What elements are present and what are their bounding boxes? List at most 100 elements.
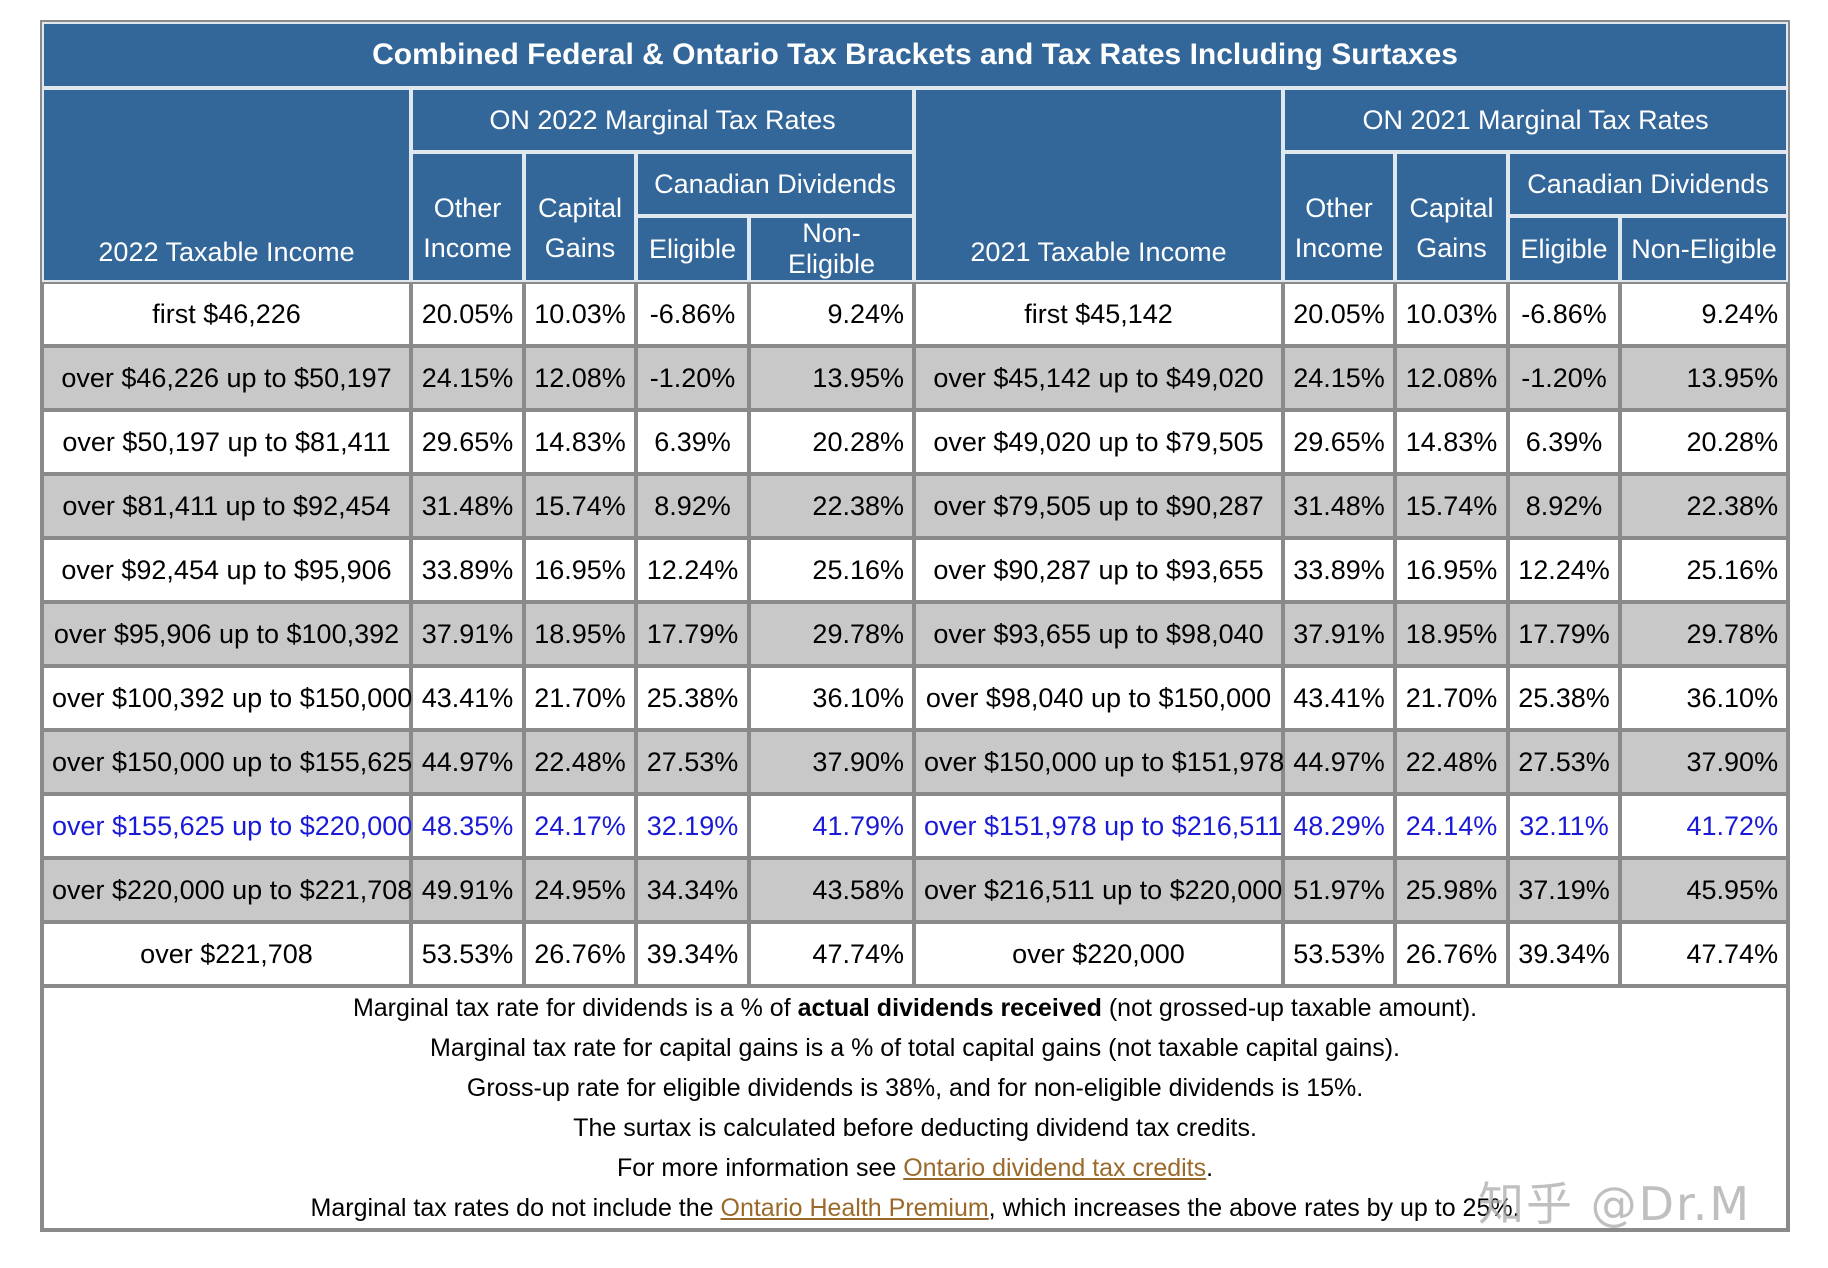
income-bracket-2021: over $98,040 up to $150,000: [914, 666, 1283, 730]
header-capital-gains-2021: Capital Gains: [1395, 152, 1508, 282]
rate-cell-2021: 37.19%: [1508, 858, 1620, 922]
rate-cell-2021: 25.98%: [1395, 858, 1508, 922]
rate-cell-2021: 53.53%: [1283, 922, 1395, 986]
rate-cell-2021: 20.28%: [1620, 410, 1789, 474]
rate-cell-2021: 25.38%: [1508, 666, 1620, 730]
rate-cell-2021: 29.65%: [1283, 410, 1395, 474]
rate-cell-2022: 18.95%: [524, 602, 636, 666]
rate-cell-2021: 15.74%: [1395, 474, 1508, 538]
rate-cell-2022: 15.74%: [524, 474, 636, 538]
rate-cell-2022: 10.03%: [524, 282, 636, 346]
rate-cell-2022: 24.15%: [411, 346, 524, 410]
rate-cell-2022: 32.19%: [636, 794, 749, 858]
rate-cell-2022: 37.91%: [411, 602, 524, 666]
rate-cell-2022: 12.08%: [524, 346, 636, 410]
note-health-premium: Marginal tax rates do not include the On…: [310, 1194, 1520, 1222]
rate-cell-2022: 22.38%: [749, 474, 914, 538]
rate-cell-2022: 29.78%: [749, 602, 914, 666]
tax-table-container: Combined Federal & Ontario Tax Brackets …: [40, 20, 1791, 1232]
rate-cell-2022: 49.91%: [411, 858, 524, 922]
rate-cell-2022: 37.90%: [749, 730, 914, 794]
income-bracket-2021: over $45,142 up to $49,020: [914, 346, 1283, 410]
note-dividends: Marginal tax rate for dividends is a % o…: [352, 994, 1478, 1022]
rate-cell-2022: 17.79%: [636, 602, 749, 666]
rate-cell-2022: 25.38%: [636, 666, 749, 730]
rate-cell-2022: -1.20%: [636, 346, 749, 410]
note-surtax: The surtax is calculated before deductin…: [573, 1114, 1257, 1142]
table-title: Combined Federal & Ontario Tax Brackets …: [42, 22, 1789, 88]
income-bracket-2022: over $221,708: [42, 922, 411, 986]
table-row: over $150,000 up to $155,625 44.97% 22.48%…: [42, 730, 1789, 794]
table-row: over $95,906 up to $100,392 37.91% 18.95% 1…: [42, 602, 1789, 666]
income-bracket-2021: over $93,655 up to $98,040: [914, 602, 1283, 666]
rate-cell-2021: -1.20%: [1508, 346, 1620, 410]
rate-cell-2021: 24.14%: [1395, 794, 1508, 858]
rate-cell-2022: 43.58%: [749, 858, 914, 922]
income-bracket-2022: over $46,226 up to $50,197: [42, 346, 411, 410]
rate-cell-2022: 36.10%: [749, 666, 914, 730]
rate-cell-2022: 47.74%: [749, 922, 914, 986]
income-bracket-2022: over $220,000 up to $221,708: [42, 858, 412, 922]
rate-cell-2022: 22.48%: [524, 730, 636, 794]
rate-cell-2021: 6.39%: [1508, 410, 1620, 474]
rate-cell-2022: 43.41%: [411, 666, 524, 730]
rate-cell-2022: 48.35%: [411, 794, 524, 858]
rate-cell-2021: 8.92%: [1508, 474, 1620, 538]
header-2022-taxable-income: 2022 Taxable Income: [42, 88, 411, 282]
rate-cell-2022: 24.17%: [524, 794, 636, 858]
header-capital-gains-2022: Capital Gains: [524, 152, 636, 282]
rate-cell-2021: 33.89%: [1283, 538, 1395, 602]
rate-cell-2022: 24.95%: [524, 858, 636, 922]
ontario-health-premium-link[interactable]: Ontario Health Premium: [720, 1194, 989, 1222]
rate-cell-2021: 39.34%: [1508, 922, 1620, 986]
rate-cell-2021: 14.83%: [1395, 410, 1508, 474]
note-capital-gains: Marginal tax rate for capital gains is a…: [430, 1034, 1401, 1062]
rate-cell-2022: 14.83%: [524, 410, 636, 474]
rate-cell-2021: 9.24%: [1620, 282, 1789, 346]
header-canadian-dividends-2022: Canadian Dividends: [636, 152, 914, 216]
table-row: over $46,226 up to $50,197 24.15% 12.08% -1…: [42, 346, 1789, 410]
rate-cell-2021: 31.48%: [1283, 474, 1395, 538]
zhihu-watermark: 知乎 @Dr.M: [1478, 1177, 1752, 1231]
tax-brackets-table: Combined Federal & Ontario Tax Brackets …: [40, 20, 1791, 1232]
table-row: over $81,411 up to $92,454 31.48% 15.74% 8.…: [42, 474, 1789, 538]
income-bracket-2021: over $220,000: [914, 922, 1283, 986]
header-other-income-2021: Other Income: [1283, 152, 1395, 282]
income-bracket-2022: over $150,000 up to $155,625: [42, 730, 412, 794]
rate-cell-2022: 16.95%: [524, 538, 636, 602]
rate-cell-2022: 31.48%: [411, 474, 524, 538]
income-bracket-2022: over $100,392 up to $150,000: [42, 666, 412, 730]
rate-cell-2021: 37.91%: [1283, 602, 1395, 666]
header-non-eligible-2022: Non-Eligible: [749, 216, 914, 282]
income-bracket-2021: over $79,505 up to $90,287: [914, 474, 1283, 538]
note-more-info: For more information see Ontario dividen…: [616, 1154, 1214, 1182]
rate-cell-2021: 22.48%: [1395, 730, 1508, 794]
note-gross-up: Gross-up rate for eligible dividends is …: [466, 1074, 1364, 1102]
rate-cell-2021: 17.79%: [1508, 602, 1620, 666]
rate-cell-2021: 48.29%: [1283, 794, 1395, 858]
rate-cell-2021: 25.16%: [1620, 538, 1789, 602]
table-row: first $46,226 20.05% 10.03% -6.86% 9.24% firs…: [42, 282, 1789, 346]
table-row: over $155,625 up to $220,000 48.35% 24.17%…: [42, 794, 1789, 858]
income-bracket-2021: over $216,511 up to $220,000: [914, 858, 1283, 922]
rate-cell-2021: 10.03%: [1395, 282, 1508, 346]
income-bracket-2021: first $45,142: [914, 282, 1283, 346]
income-bracket-2022: over $50,197 up to $81,411: [42, 410, 411, 474]
rate-cell-2021: 12.08%: [1395, 346, 1508, 410]
rate-cell-2022: 20.28%: [749, 410, 914, 474]
income-bracket-2021: over $151,978 up to $216,511: [914, 794, 1283, 858]
table-row: over $50,197 up to $81,411 29.65% 14.83% 6.…: [42, 410, 1789, 474]
header-2021-taxable-income: 2021 Taxable Income: [914, 88, 1283, 282]
header-non-eligible-2021: Non-Eligible: [1620, 216, 1789, 282]
rate-cell-2022: 41.79%: [749, 794, 914, 858]
rate-cell-2021: 43.41%: [1283, 666, 1395, 730]
rate-cell-2022: 13.95%: [749, 346, 914, 410]
header-canadian-dividends-2021: Canadian Dividends: [1508, 152, 1789, 216]
ontario-dividend-tax-credits-link[interactable]: Ontario dividend tax credits: [903, 1154, 1207, 1182]
rate-cell-2022: 39.34%: [636, 922, 749, 986]
rate-cell-2022: 12.24%: [636, 538, 749, 602]
rate-cell-2022: 44.97%: [411, 730, 524, 794]
rate-cell-2022: 29.65%: [411, 410, 524, 474]
table-notes: Marginal tax rate for dividends is a % o…: [42, 986, 1789, 1230]
header-group-2021: ON 2021 Marginal Tax Rates: [1283, 88, 1789, 152]
